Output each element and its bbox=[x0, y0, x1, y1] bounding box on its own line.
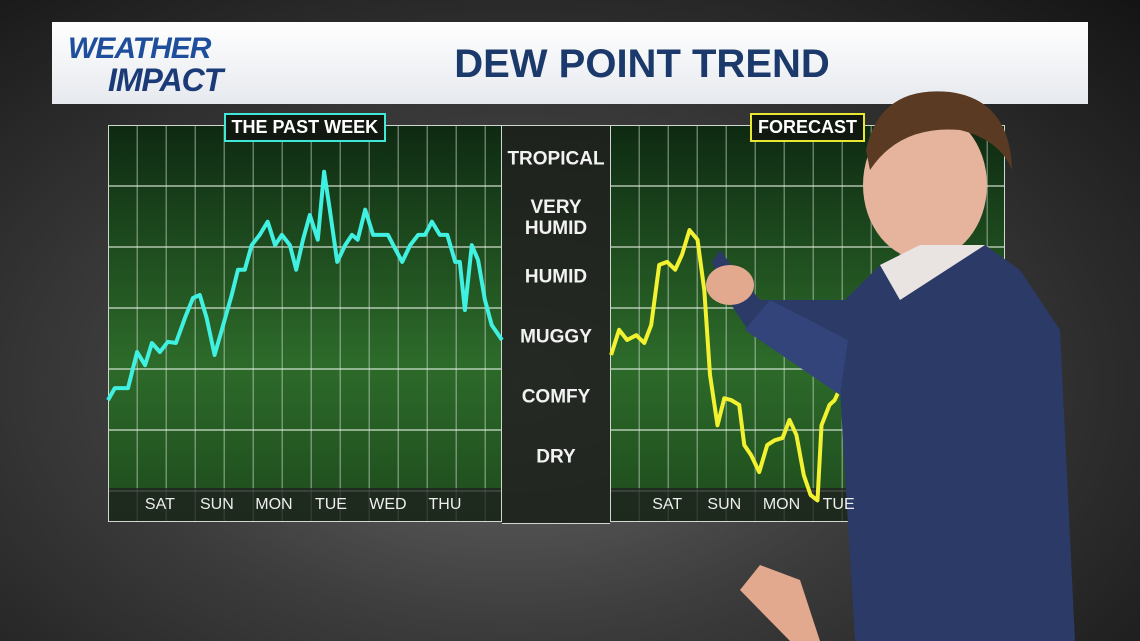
category-column bbox=[502, 125, 610, 524]
x-tick-label: THU bbox=[428, 496, 462, 513]
plot-panel bbox=[108, 125, 502, 522]
data-line bbox=[106, 169, 504, 402]
logo: WEATHER bbox=[68, 32, 211, 65]
x-tick-label: SAT bbox=[144, 496, 175, 513]
x-tick-label: TUE bbox=[314, 496, 347, 513]
y-tick-label: TROPICAL bbox=[507, 148, 605, 170]
logo: IMPACT bbox=[108, 62, 223, 98]
y-tick-label: VERY HUMID bbox=[524, 197, 588, 240]
data-line bbox=[609, 228, 899, 503]
x-tick-label: SUN bbox=[707, 496, 742, 513]
y-tick-label: DRY bbox=[536, 446, 576, 468]
y-tick-label: HUMID bbox=[524, 266, 588, 288]
header: WEATHER IMPACT DEW POINT TREND bbox=[52, 22, 1088, 104]
x-tick-label: WED bbox=[369, 496, 407, 513]
y-tick-label: COMFY bbox=[521, 386, 591, 408]
chart-title: DEW POINT TREND bbox=[454, 42, 830, 86]
x-tick-label: MON bbox=[255, 496, 293, 513]
x-tick-label: SAT bbox=[652, 496, 683, 513]
x-tick-label: SUN bbox=[200, 496, 234, 513]
panel-title: FORECAST bbox=[750, 113, 865, 142]
panel-title: THE PAST WEEK bbox=[223, 113, 387, 142]
x-tick-label: TUE bbox=[822, 496, 855, 513]
x-tick-label: MON bbox=[762, 496, 801, 513]
y-tick-label: MUGGY bbox=[520, 326, 592, 348]
